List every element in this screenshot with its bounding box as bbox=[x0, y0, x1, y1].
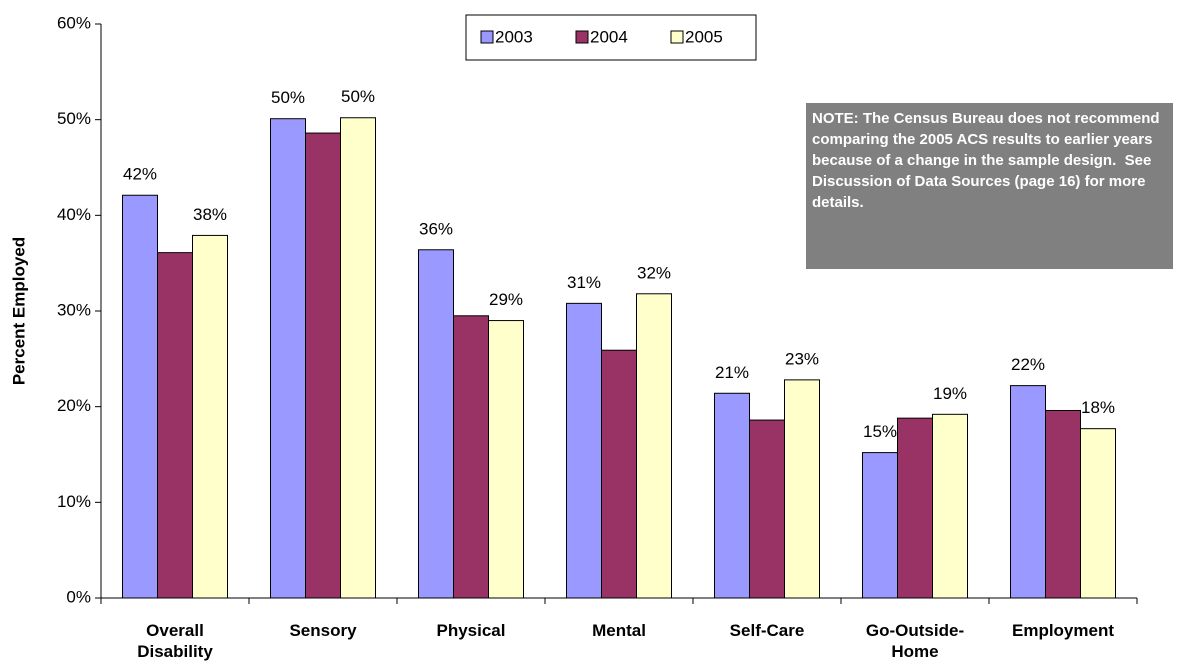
bar bbox=[1010, 385, 1046, 599]
bar bbox=[305, 132, 341, 599]
bar bbox=[1080, 428, 1116, 599]
data-label: 50% bbox=[271, 88, 305, 107]
bar bbox=[453, 315, 489, 599]
bar bbox=[1045, 409, 1081, 599]
bar bbox=[566, 302, 602, 599]
y-tick-label: 0% bbox=[66, 587, 91, 606]
data-label: 22% bbox=[1011, 355, 1045, 374]
legend-box bbox=[465, 14, 757, 61]
annotation: NOTE: The Census Bureau does not recomme… bbox=[806, 103, 1173, 269]
x-tick-label: Physical bbox=[436, 621, 506, 640]
x-tick-label: Overall Disability bbox=[137, 621, 213, 661]
bar bbox=[488, 320, 524, 599]
data-label: 32% bbox=[637, 263, 671, 282]
data-label: 38% bbox=[193, 205, 227, 224]
legend-swatch bbox=[670, 30, 684, 44]
legend-label: 2005 bbox=[685, 27, 723, 46]
y-tick-label: 30% bbox=[57, 300, 91, 319]
bar bbox=[862, 452, 898, 599]
y-tick-label: 10% bbox=[57, 492, 91, 511]
data-label: 29% bbox=[489, 290, 523, 309]
bar bbox=[897, 417, 933, 599]
bar bbox=[784, 379, 820, 599]
legend-label: 2003 bbox=[495, 27, 533, 46]
x-tick-label: Go-Outside-Home bbox=[865, 621, 965, 661]
data-label: 15% bbox=[863, 422, 897, 441]
data-label: 42% bbox=[123, 165, 157, 184]
y-tick-label: 20% bbox=[57, 396, 91, 415]
bar bbox=[418, 249, 454, 599]
y-tick-label: 50% bbox=[57, 109, 91, 128]
bar bbox=[636, 293, 672, 599]
bar bbox=[749, 419, 785, 599]
bar bbox=[601, 349, 637, 599]
x-tick-label: Sensory bbox=[289, 621, 357, 640]
x-tick-label: Mental bbox=[592, 621, 646, 640]
legend-swatch bbox=[480, 30, 494, 44]
data-label: 31% bbox=[567, 273, 601, 292]
bar bbox=[157, 252, 193, 599]
data-label: 36% bbox=[419, 219, 453, 238]
bar bbox=[932, 413, 968, 599]
x-tick-label: Self-Care bbox=[729, 621, 805, 640]
data-label: 18% bbox=[1081, 398, 1115, 417]
bar bbox=[270, 118, 306, 599]
bar bbox=[122, 194, 158, 599]
data-label: 23% bbox=[785, 349, 819, 368]
data-label: 50% bbox=[341, 87, 375, 106]
x-tick-label: Employment bbox=[1011, 621, 1115, 640]
legend-swatch bbox=[575, 30, 589, 44]
y-tick-label: 40% bbox=[57, 205, 91, 224]
y-axis-label: Percent Employed bbox=[9, 237, 28, 385]
bar bbox=[192, 234, 228, 599]
bar bbox=[340, 117, 376, 599]
data-label: 21% bbox=[715, 363, 749, 382]
legend-label: 2004 bbox=[590, 27, 628, 46]
bar bbox=[714, 392, 750, 599]
y-tick-label: 60% bbox=[57, 13, 91, 32]
data-label: 19% bbox=[933, 384, 967, 403]
